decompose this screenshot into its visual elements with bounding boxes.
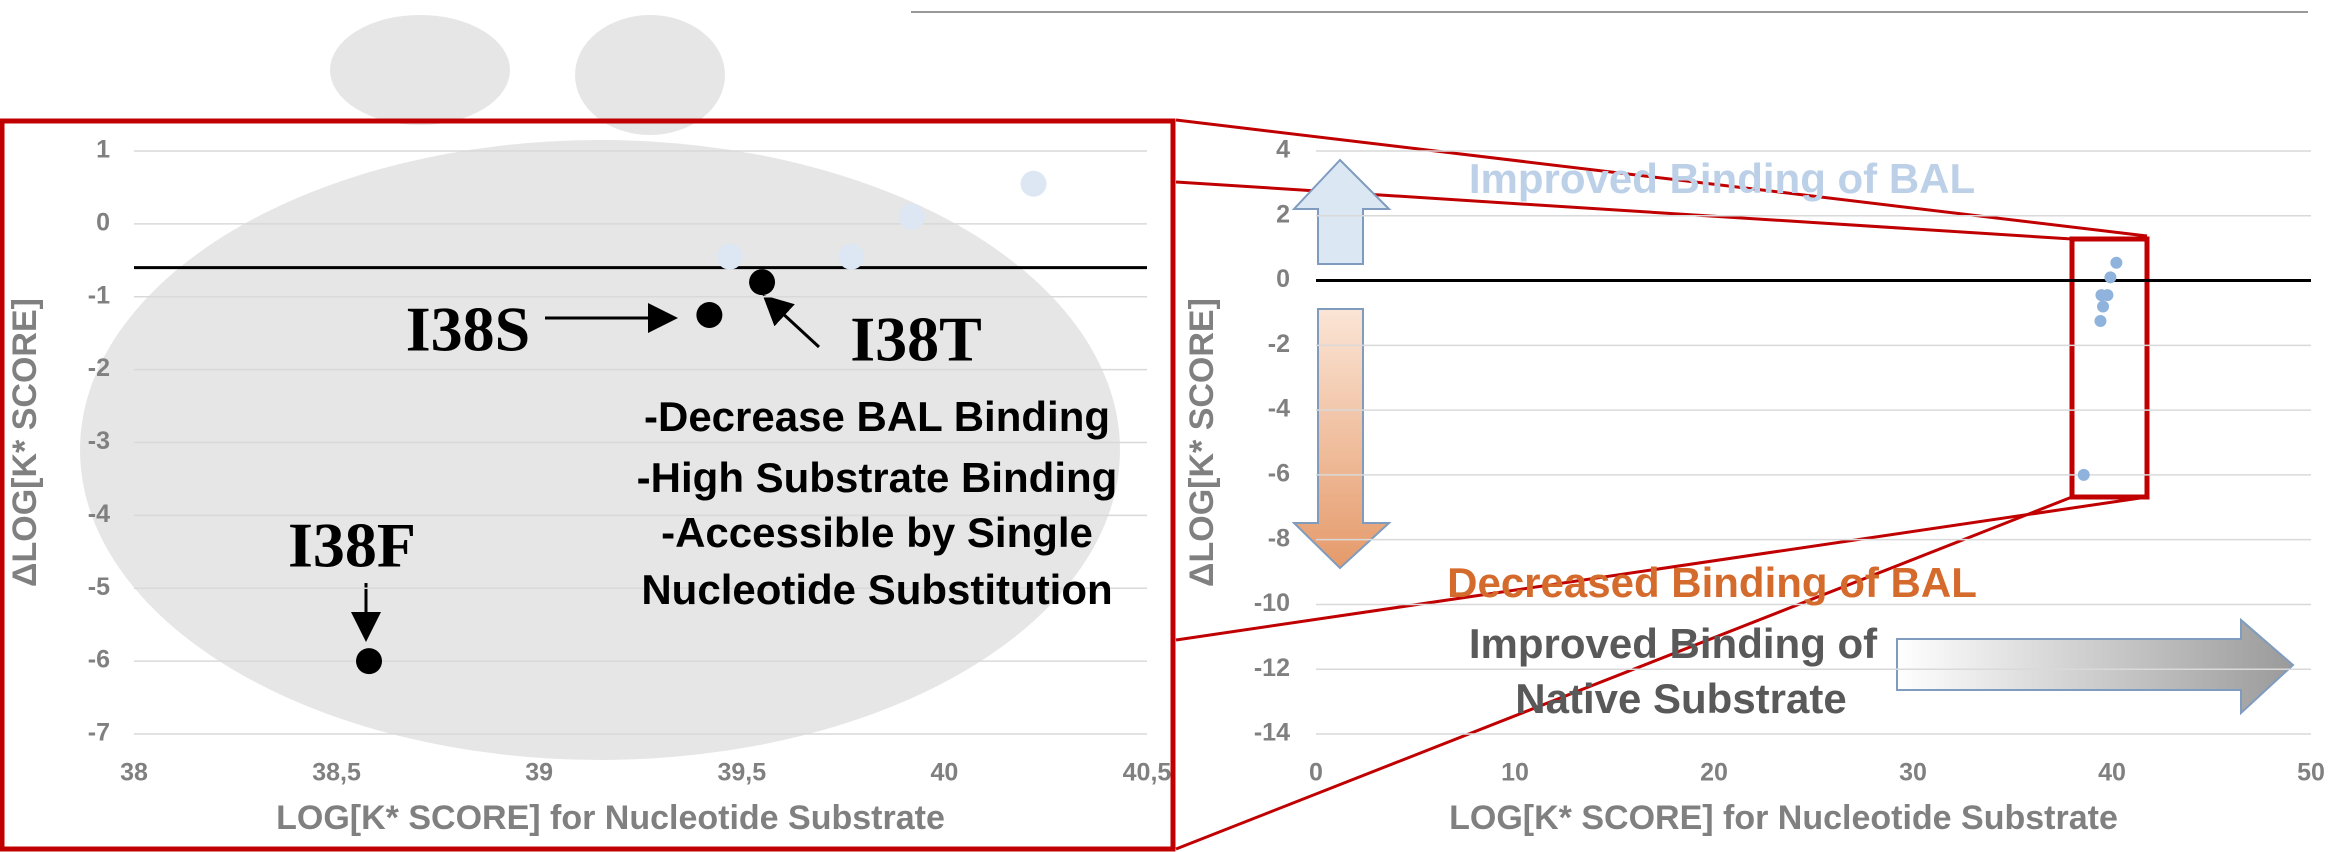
x-tick-label: 0 xyxy=(1309,759,1323,787)
y-tick-label: 1 xyxy=(96,136,110,164)
point xyxy=(716,243,743,270)
y-tick-label: -6 xyxy=(88,646,110,674)
y-tick-label: 2 xyxy=(1276,200,1290,228)
point xyxy=(749,269,776,296)
x-tick-label: 20 xyxy=(1700,759,1728,787)
y-tick-label: -4 xyxy=(88,500,110,528)
annotation: -Decrease BAL Binding xyxy=(644,393,1110,440)
annotation: Decreased Binding of BAL xyxy=(1447,559,1977,606)
annotation: I38F xyxy=(288,510,416,581)
down-arrow xyxy=(1291,308,1392,570)
point xyxy=(2101,289,2114,302)
point xyxy=(696,301,723,328)
y-tick-label: -5 xyxy=(88,573,110,601)
point xyxy=(898,203,925,230)
annotation: I38S xyxy=(406,294,531,365)
y-tick-label: -12 xyxy=(1254,654,1290,682)
y-tick-label: -2 xyxy=(88,354,110,382)
x-axis-title: LOG[K* SCORE] for Nucleotide Substrate xyxy=(1449,799,2118,837)
y-tick-label: 4 xyxy=(1276,136,1290,164)
x-tick-label: 38,5 xyxy=(312,759,361,787)
y-tick-label: -3 xyxy=(88,427,110,455)
y-tick-label: 0 xyxy=(1276,265,1290,293)
x-tick-label: 40,5 xyxy=(1123,759,1172,787)
point xyxy=(2097,300,2110,313)
zoom-box xyxy=(2069,236,2150,500)
y-tick-label: -8 xyxy=(1268,524,1290,552)
point xyxy=(2077,468,2090,481)
y-tick-label: -1 xyxy=(88,281,110,309)
x-tick-label: 10 xyxy=(1501,759,1529,787)
annotation: -Accessible by Single xyxy=(661,509,1093,556)
protein-backdrop xyxy=(80,15,1120,760)
x-tick-label: 39,5 xyxy=(717,759,766,787)
annotation: Nucleotide Substitution xyxy=(641,566,1112,613)
x-tick-label: 30 xyxy=(1899,759,1927,787)
point xyxy=(838,243,865,270)
annotation: I38T xyxy=(850,304,982,375)
pointer-arrows xyxy=(351,294,821,642)
zoom-frame xyxy=(0,118,1176,852)
right-arrow xyxy=(1896,617,2295,716)
annotation: Native Substrate xyxy=(1515,675,1846,722)
annotation: -High Substrate Binding xyxy=(637,454,1118,501)
up-arrow xyxy=(1291,158,1392,265)
point xyxy=(2094,315,2107,328)
x-axis-title: LOG[K* SCORE] for Nucleotide Substrate xyxy=(276,799,945,837)
x-tick-label: 40 xyxy=(930,759,958,787)
x-tick-label: 50 xyxy=(2297,759,2325,787)
y-tick-label: -6 xyxy=(1268,459,1290,487)
y-tick-label: -7 xyxy=(88,719,110,747)
x-tick-label: 40 xyxy=(2098,759,2126,787)
y-axis-title: ΔLOG[K* SCORE] xyxy=(6,298,44,587)
annotation: Improved Binding of xyxy=(1469,620,1878,667)
point xyxy=(1020,170,1047,197)
y-tick-label: -4 xyxy=(1268,395,1290,423)
x-tick-label: 39 xyxy=(525,759,553,787)
point xyxy=(356,648,383,675)
y-tick-label: -14 xyxy=(1254,719,1290,747)
y-tick-label: 0 xyxy=(96,208,110,236)
point xyxy=(2110,256,2123,269)
zoom-connectors xyxy=(1175,118,2148,851)
annotation: Improved Binding of BAL xyxy=(1469,155,1975,202)
y-tick-label: -10 xyxy=(1254,589,1290,617)
y-axis-title: ΔLOG[K* SCORE] xyxy=(1183,298,1221,587)
y-tick-label: -2 xyxy=(1268,330,1290,358)
x-tick-label: 38 xyxy=(120,759,148,787)
point xyxy=(2104,271,2117,284)
